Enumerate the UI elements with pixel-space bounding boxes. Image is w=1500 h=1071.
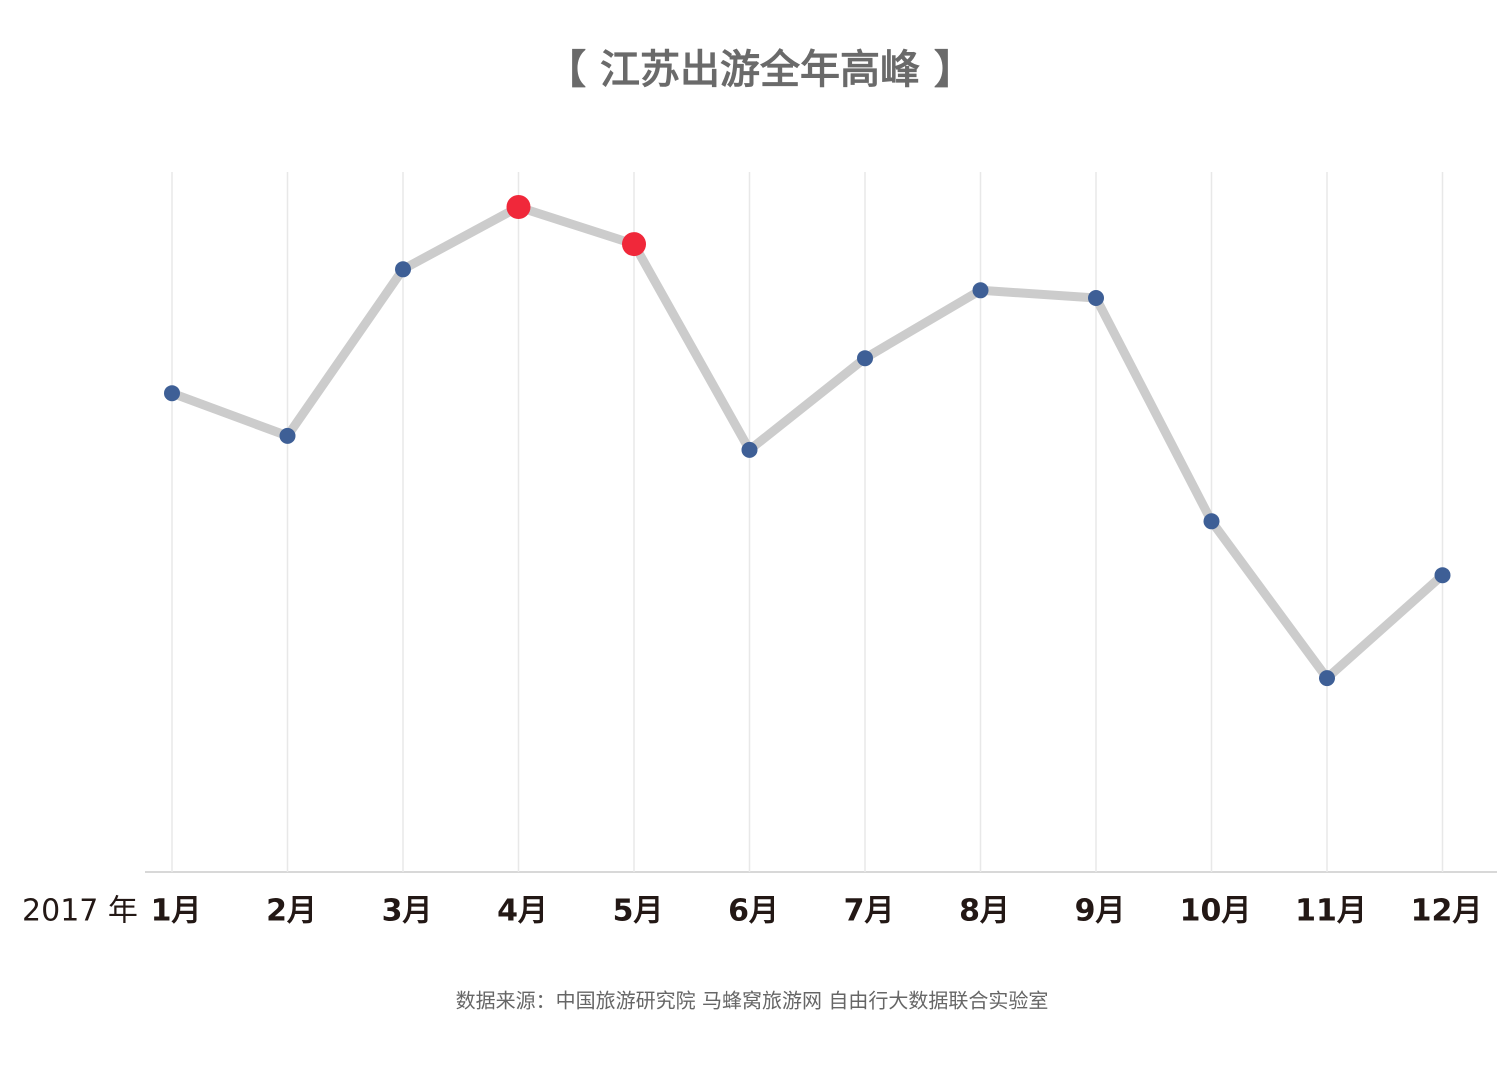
- x-tick-label: 1月: [151, 894, 202, 929]
- x-tick-label: 4月: [497, 894, 548, 929]
- x-tick-label: 8月: [959, 894, 1010, 929]
- point: [1203, 513, 1220, 530]
- point: [1088, 290, 1104, 306]
- point: [741, 441, 758, 458]
- source-note: 数据来源：中国旅游研究院 马蜂窝旅游网 自由行大数据联合实验室: [456, 989, 1049, 1013]
- point: [622, 232, 646, 257]
- point: [857, 350, 873, 367]
- x-tick-label: 6月: [728, 894, 779, 929]
- point: [164, 385, 180, 402]
- x-tick-label: 3月: [382, 894, 433, 929]
- line: [170, 202, 1446, 683]
- point: [395, 261, 411, 278]
- point: [972, 282, 989, 299]
- point: [279, 427, 296, 444]
- x-tick-label: 7月: [844, 894, 895, 929]
- x-tick-label: 12月: [1411, 894, 1483, 929]
- x-tick-label: 11月: [1295, 894, 1367, 929]
- point: [1434, 567, 1451, 584]
- x-tick-label: 9月: [1075, 894, 1126, 929]
- point: [1319, 670, 1335, 687]
- point: [506, 195, 531, 219]
- chart-title: 【 江苏出游全年高峰 】: [546, 47, 974, 93]
- x-tick-label: 2月: [266, 894, 317, 929]
- x-tick-label: 10月: [1180, 894, 1252, 929]
- x-tick-label: 5月: [613, 894, 664, 929]
- x-axis-label: 2017 年: [22, 894, 138, 929]
